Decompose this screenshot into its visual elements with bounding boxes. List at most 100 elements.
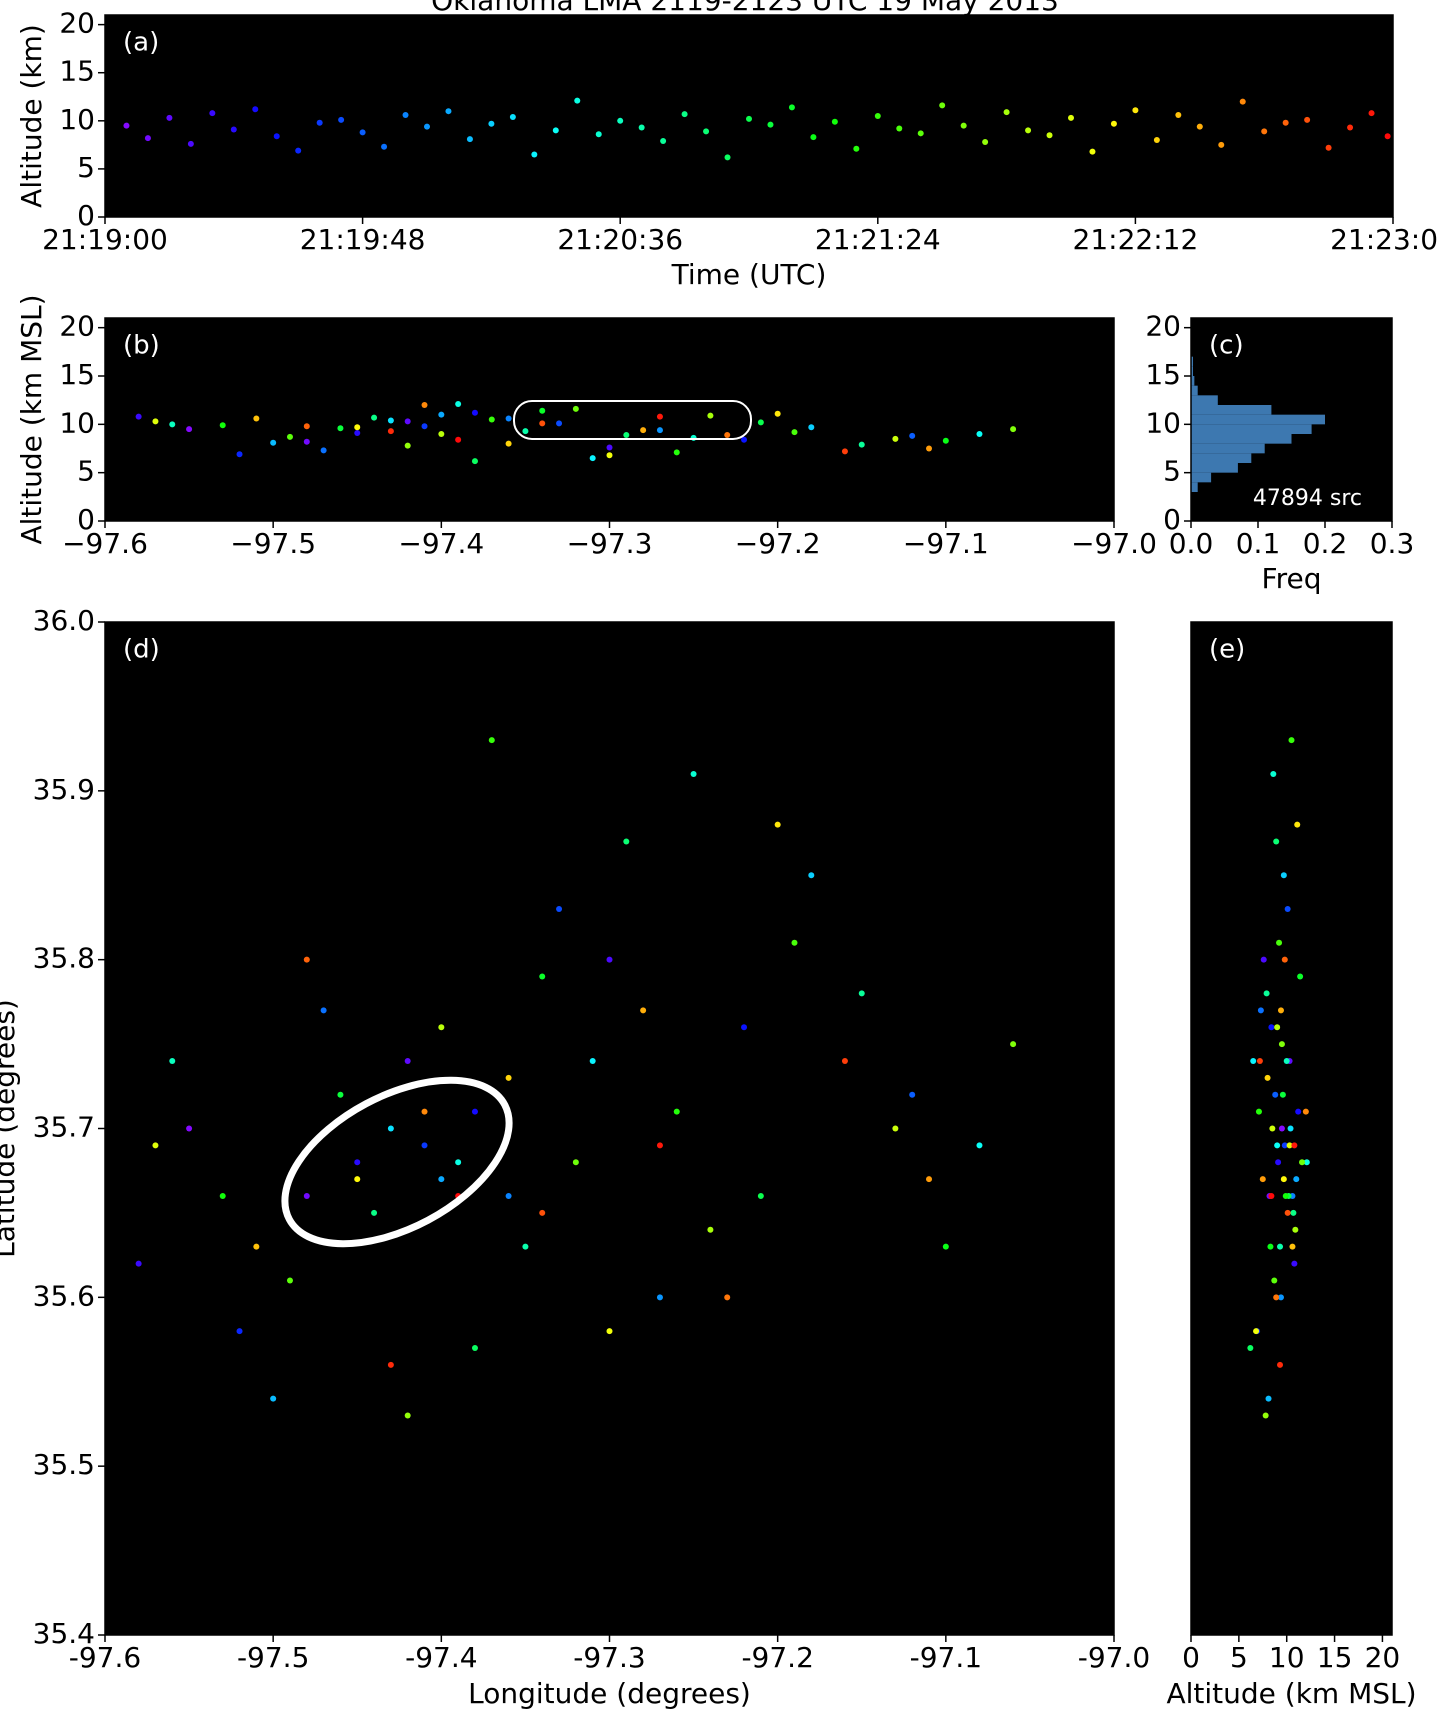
source-point [1279,1091,1286,1098]
source-point [1280,1176,1287,1183]
source-point [788,104,795,111]
source-point [673,1108,680,1115]
source-point [471,409,478,416]
source-point [1068,114,1074,121]
source-point [135,1260,142,1267]
source-point [853,145,860,152]
source-point [917,130,924,137]
x-tick-label: -97.2 [741,1641,813,1674]
x-tick-label: 0.3 [1370,527,1415,560]
x-tick-label: −97.6 [62,527,148,560]
source-point [471,458,478,465]
y-tick-label: 5 [1163,455,1181,488]
source-point [1299,1159,1306,1166]
axes-frame [104,14,1394,218]
source-point [841,1057,848,1064]
source-point [438,411,445,418]
y-tick-label: 0 [77,199,95,232]
source-point [896,125,903,132]
source-point [617,117,624,124]
source-point [1277,1007,1284,1014]
source-point [488,120,495,127]
source-point [595,131,602,138]
x-axis-label: Altitude (km MSL) [1166,1677,1416,1710]
x-tick-label: 20 [1365,1641,1401,1674]
source-point [539,973,546,980]
source-point [623,431,630,438]
hist-bar [1191,395,1218,405]
source-point [724,431,731,438]
hist-bar [1191,472,1212,483]
source-point [640,1007,647,1014]
source-point [471,1108,478,1115]
source-point [1368,110,1375,117]
source-point [831,118,838,125]
x-tick-label: -97.6 [69,1641,141,1674]
source-point [1347,124,1354,131]
source-point [1268,1024,1275,1031]
source-point [354,1176,361,1183]
source-point [1325,144,1332,151]
source-point [509,113,516,120]
source-point [741,1024,748,1031]
source-point [767,121,774,128]
x-axis-label: Longitude (degrees) [468,1677,751,1710]
source-point [623,838,630,845]
source-point [552,127,559,134]
source-point [1278,1125,1285,1132]
source-point [539,420,546,427]
source-point [1110,120,1117,127]
source-point [1269,1125,1276,1132]
source-point [1281,956,1288,963]
source-point [169,1057,176,1064]
y-tick-label: 10 [1145,406,1181,439]
source-point [1275,1159,1282,1166]
source-point [640,427,647,434]
source-point [1277,1243,1284,1250]
y-tick-label: 10 [59,103,95,136]
source-point [810,134,817,141]
source-point [656,413,663,420]
source-point [1010,426,1017,433]
source-count: 47894 src [1253,486,1362,511]
source-point [556,420,563,427]
source-point [539,407,546,414]
hist-bar [1191,376,1195,386]
source-point [707,412,714,419]
source-point [638,124,645,131]
source-point [1289,1243,1296,1250]
source-point [926,1176,933,1183]
source-point [404,1412,411,1419]
source-point [286,1277,293,1284]
source-point [1284,1209,1291,1216]
source-point [438,1024,445,1031]
source-point [774,410,781,417]
hist-bar [1191,424,1312,434]
source-point [1263,990,1270,997]
y-tick-label: 35.7 [33,1111,95,1144]
highlight-outline [513,400,752,440]
source-point [1278,1041,1285,1048]
x-tick-label: 10 [1269,1641,1305,1674]
source-point [337,425,344,432]
source-point [402,112,409,119]
source-point [606,1328,613,1335]
source-point [942,1243,949,1250]
source-point [466,136,473,143]
x-tick-label: -97.0 [1078,1641,1150,1674]
source-point [1256,1057,1263,1064]
x-tick-label: 21:23:00 [1330,223,1438,256]
x-tick-label: 0.0 [1169,527,1214,560]
source-point [572,1159,579,1166]
x-tick-label: 21:22:12 [1073,223,1199,256]
source-point [1255,1108,1262,1115]
source-point [858,441,865,448]
hist-bar [1191,366,1194,376]
source-point [230,126,237,133]
y-axis-label: Latitude (degrees) [0,999,21,1258]
source-point [1283,1057,1290,1064]
source-point [874,113,881,119]
hist-bar [1191,405,1272,415]
source-point [1303,1159,1310,1166]
source-point [169,421,176,428]
